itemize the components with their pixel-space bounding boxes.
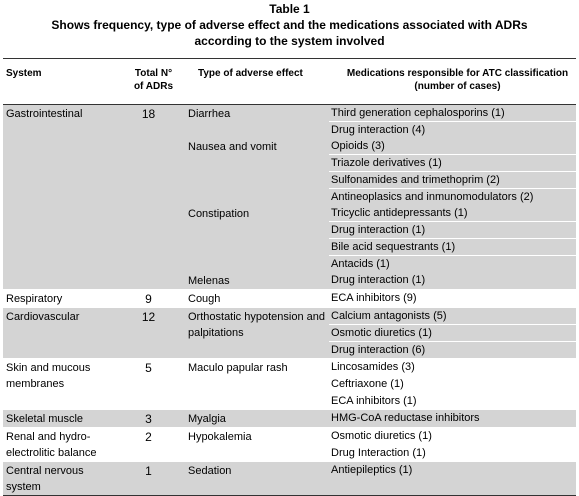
medication-item: Bile acid sequestrants (1) (329, 238, 576, 255)
medication-item: Tricyclic antidepressants (1) (331, 207, 468, 219)
system-cell: Skin and mucous membranes (6, 362, 91, 390)
effect-row: Maculo papular rash Lincosamides (3) Ceftr… (186, 359, 576, 409)
header-medications-line-1: Medications responsible for ATC classifi… (346, 68, 569, 79)
effect-cell: Diarrhea (188, 108, 231, 120)
effect-row: Sedation Antiepileptics (1) (186, 462, 576, 479)
medication-item: Antineoplasics and inmunomodulators (2) (329, 188, 576, 205)
medications-cell: Tricyclic antidepressants (1) Drug intera… (329, 205, 576, 272)
medication-item: Opioids (3) (331, 140, 385, 152)
medication-item: Drug interaction (1) (329, 221, 576, 238)
effect-cell: Myalgia (188, 413, 226, 425)
medication-item: ECA inhibitors (1) (329, 392, 576, 409)
caption-line-1: Shows frequency, type of adverse effect … (51, 18, 528, 32)
medication-item: Triazole derivatives (1) (329, 154, 576, 171)
medications-cell: Third generation cephalosporins (1) Drug … (329, 105, 576, 138)
system-cell: Skeletal muscle (6, 413, 84, 425)
medications-cell: Lincosamides (3) Ceftriaxone (1) ECA inhib… (329, 359, 576, 409)
system-cell: Gastrointestinal (6, 108, 83, 120)
medications-cell: HMG-CoA reductase inhibitors (329, 410, 576, 427)
effect-row: Hypokalemia Osmotic diuretics (1) Drug Int… (186, 428, 576, 461)
effect-row: Cough ECA inhibitors (9) (186, 290, 576, 307)
medications-cell: Osmotic diuretics (1) Drug Interaction (1… (329, 428, 576, 461)
medication-item: Calcium antagonists (5) (331, 310, 447, 322)
medication-item: Drug interaction (4) (329, 121, 576, 138)
system-cell: Cardiovascular (6, 311, 80, 323)
table-row-group: Skeletal muscle 3 Myalgia HMG-CoA reductase… (3, 409, 576, 427)
table-label: Table 1 (269, 2, 310, 16)
effect-cell: Nausea and vomit (188, 141, 277, 153)
medication-item: HMG-CoA reductase inhibitors (331, 412, 480, 424)
table-row-group: Gastrointestinal 18 Diarrhea Third generati… (3, 105, 576, 289)
medication-item: Antacids (1) (329, 255, 576, 272)
effect-cell: Maculo papular rash (188, 362, 288, 374)
table-caption: Table 1 Shows frequency, type of adverse… (0, 0, 579, 49)
medication-item: Osmotic diuretics (1) (331, 430, 432, 442)
total-adrs-cell: 1 (145, 464, 152, 478)
medication-item: Lincosamides (3) (331, 361, 415, 373)
table-header: System Total N° of ADRs Type of adverse … (3, 59, 576, 105)
effect-row: Myalgia HMG-CoA reductase inhibitors (186, 410, 576, 427)
header-system: System (6, 68, 42, 79)
table-row-group: Respiratory 9 Cough ECA inhibitors (9) (3, 289, 576, 307)
medication-item: ECA inhibitors (9) (331, 292, 417, 304)
system-cell: Renal and hydro-electrolitic balance (6, 431, 97, 459)
header-total: Total N° of ADRs (103, 59, 186, 104)
total-adrs-cell: 5 (145, 361, 152, 375)
effect-cell: Constipation (188, 208, 250, 220)
table-row-group: Renal and hydro-electrolitic balance 2 Hyp… (3, 427, 576, 461)
medication-item: Antiepileptics (1) (331, 464, 413, 476)
medications-cell: Opioids (3) Triazole derivatives (1) Sulfo… (329, 138, 576, 205)
header-total-line-1: Total N° (134, 68, 173, 79)
table-row-group: Central nervous system 1 Sedation Antiepile… (3, 461, 576, 495)
medication-item: Third generation cephalosporins (1) (331, 107, 505, 119)
caption-line-2: according to the system involved (194, 34, 385, 48)
adr-table: System Total N° of ADRs Type of adverse … (3, 58, 576, 496)
total-adrs-cell: 12 (141, 310, 156, 324)
system-cell: Respiratory (6, 293, 63, 305)
medications-cell: Antiepileptics (1) (329, 462, 576, 479)
medication-item: Ceftriaxone (1) (329, 375, 576, 392)
effect-cell: Melenas (188, 275, 230, 287)
effect-row: Diarrhea Third generation cephalosporins … (186, 105, 576, 138)
total-adrs-cell: 2 (145, 430, 152, 444)
medication-item: Osmotic diuretics (1) (329, 324, 576, 341)
medication-item: Drug interaction (6) (329, 341, 576, 358)
table-row-group: Skin and mucous membranes 5 Maculo papular… (3, 358, 576, 409)
medications-cell: ECA inhibitors (9) (329, 290, 576, 307)
effect-row: Orthostatic hypotension and palpitations… (186, 308, 576, 358)
medications-cell: Drug interaction (1) (329, 272, 576, 289)
table-body: Gastrointestinal 18 Diarrhea Third generati… (3, 105, 576, 495)
medication-item: Drug interaction (1) (331, 274, 426, 286)
effect-cell: Hypokalemia (188, 431, 252, 443)
effect-row: Constipation Tricyclic antidepressants (1… (186, 205, 576, 272)
total-adrs-cell: 18 (141, 107, 156, 121)
total-adrs-cell: 3 (145, 412, 152, 426)
medications-cell: Calcium antagonists (5) Osmotic diuretics… (329, 308, 576, 358)
total-adrs-cell: 9 (145, 292, 152, 306)
header-medications: Medications responsible for ATC classifi… (329, 59, 576, 104)
medication-item: Sulfonamides and trimethoprim (2) (329, 171, 576, 188)
system-cell: Central nervous system (6, 465, 84, 493)
table-row-group: Cardiovascular 12 Orthostatic hypotension … (3, 307, 576, 358)
effect-cell: Cough (188, 293, 221, 305)
header-total-line-2: of ADRs (133, 81, 174, 92)
effect-cell: Sedation (188, 465, 232, 477)
effect-cell: Orthostatic hypotension and palpitations (188, 311, 325, 339)
medication-item: Drug Interaction (1) (329, 444, 576, 461)
header-effect: Type of adverse effect (198, 68, 303, 79)
effect-row: Melenas Drug interaction (1) (186, 272, 576, 289)
header-medications-line-2: (number of cases) (414, 81, 501, 92)
effect-row: Nausea and vomit Opioids (3) Triazole deri… (186, 138, 576, 205)
